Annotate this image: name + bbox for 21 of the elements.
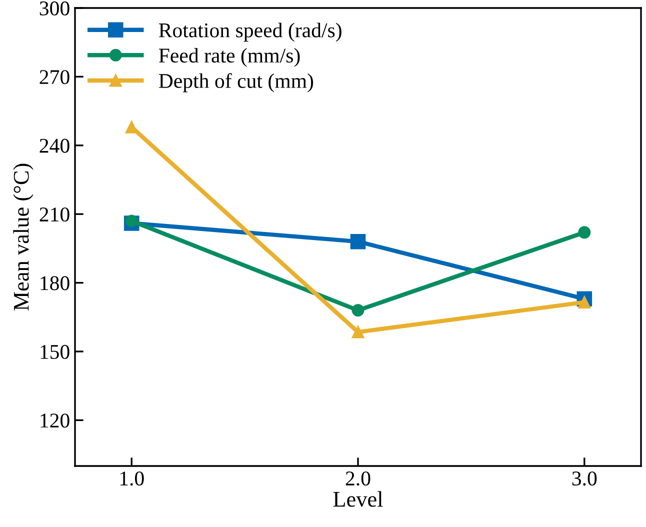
legend-label: Depth of cut (mm) xyxy=(158,73,314,92)
y-axis-title: Mean value (°C) xyxy=(13,164,34,311)
y-tick-label: 270 xyxy=(40,70,70,84)
legend-label: Rotation speed (rad/s) xyxy=(158,22,342,42)
y-tick-label: 300 xyxy=(40,1,70,16)
point xyxy=(125,214,138,228)
point xyxy=(578,226,591,239)
legend-label: Feed rate (mm/s) xyxy=(158,48,300,67)
x-tick-label: 1.0 xyxy=(120,471,144,486)
y-tick-label: 120 xyxy=(40,414,70,428)
y-tick-label: 240 xyxy=(40,138,70,153)
point xyxy=(352,326,364,338)
point xyxy=(350,234,366,250)
x-tick-label: 3.0 xyxy=(572,471,597,486)
point xyxy=(352,304,364,317)
y-tick-label: 180 xyxy=(40,276,70,290)
y-tick-label: 210 xyxy=(40,207,70,222)
x-tick-label: 2.0 xyxy=(346,471,370,486)
point xyxy=(578,296,591,309)
y-tick-label: 150 xyxy=(40,344,70,359)
x-axis-title: Level xyxy=(333,491,383,507)
